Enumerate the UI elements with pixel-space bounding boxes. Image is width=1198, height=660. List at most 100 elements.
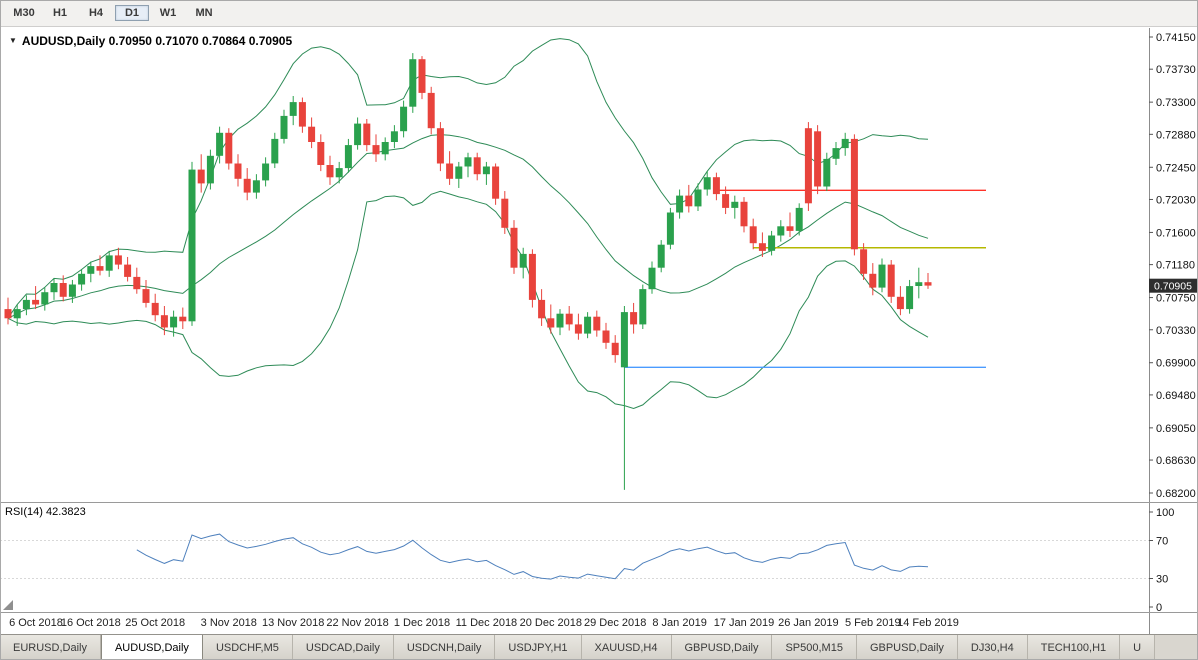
candlestick	[59, 283, 67, 297]
date-axis-label: 16 Oct 2018	[61, 617, 121, 629]
candlestick	[446, 163, 454, 179]
scroll-indicator-icon	[3, 600, 13, 610]
candlestick	[13, 309, 21, 319]
chart-tab[interactable]: EURUSD,Daily	[0, 635, 101, 660]
timeframe-button-h1[interactable]: H1	[52, 7, 68, 19]
chart-tab[interactable]: USDCNH,Daily	[393, 635, 496, 660]
candlestick	[372, 145, 380, 155]
date-axis-label: 6 Oct 2018	[9, 617, 63, 629]
chart-title: ▼ AUDUSD,Daily 0.70950 0.71070 0.70864 0…	[9, 34, 292, 48]
candlestick	[639, 289, 647, 325]
timeframe-button-m30[interactable]: M30	[13, 7, 35, 19]
date-axis-label: 17 Jan 2019	[714, 617, 775, 629]
chart-tab[interactable]: AUDUSD,Daily	[100, 635, 203, 660]
rsi-axis-label: 70	[1156, 536, 1168, 548]
candlestick	[869, 273, 877, 288]
candlestick	[4, 309, 12, 319]
rsi-line	[136, 533, 929, 580]
price-axis-label: 0.70750	[1156, 293, 1196, 305]
candlestick	[538, 299, 546, 319]
candlestick	[676, 195, 684, 213]
candlestick	[142, 289, 150, 303]
chart-tab[interactable]: XAUUSD,H4	[581, 635, 672, 660]
candlestick	[915, 282, 923, 286]
timeframe-button-w1[interactable]: W1	[159, 7, 177, 19]
price-axis-label: 0.68630	[1156, 455, 1196, 467]
price-axis-label: 0.68200	[1156, 488, 1196, 500]
chart-tab[interactable]: DJ30,H4	[957, 635, 1028, 660]
candlestick	[170, 316, 178, 328]
candlestick	[234, 163, 242, 179]
price-axis-label: 0.72030	[1156, 194, 1196, 206]
candlestick	[335, 168, 343, 178]
candlestick	[593, 316, 601, 331]
price-axis-label: 0.69900	[1156, 358, 1196, 370]
date-axis-label: 8 Jan 2019	[652, 617, 706, 629]
chart-background	[0, 28, 1198, 634]
candlestick	[731, 201, 739, 208]
candlestick	[78, 273, 86, 285]
date-axis-label: 11 Dec 2018	[456, 617, 518, 629]
bollinger-band-line	[7, 190, 929, 410]
date-axis-label: 14 Feb 2019	[897, 617, 959, 629]
candlestick	[409, 59, 417, 107]
timeframe-button-mn[interactable]: MN	[195, 7, 213, 19]
candlestick	[685, 195, 693, 207]
candlestick	[280, 115, 288, 139]
candlestick	[749, 226, 757, 244]
candlestick	[87, 266, 95, 274]
rsi-axis-label: 0	[1156, 602, 1162, 614]
candlestick	[22, 299, 30, 310]
candlestick	[179, 316, 187, 322]
candlestick	[243, 178, 251, 193]
price-axis-label: 0.69050	[1156, 423, 1196, 435]
chart-tab[interactable]: USDCAD,Daily	[292, 635, 394, 660]
candlestick	[308, 126, 316, 142]
chart-tab[interactable]: TECH100,H1	[1027, 635, 1121, 660]
candlestick	[712, 177, 720, 195]
candlestick	[768, 235, 776, 251]
chart-tab[interactable]: USDCHF,M5	[202, 635, 293, 660]
candlestick	[363, 123, 371, 146]
candlestick	[510, 227, 518, 268]
candlestick	[160, 315, 168, 328]
price-axis-label: 0.69480	[1156, 390, 1196, 402]
candlestick	[860, 249, 868, 274]
candlestick	[565, 313, 573, 325]
candlestick	[823, 158, 831, 187]
chart-tab[interactable]: GBPUSD,Daily	[671, 635, 773, 660]
candlestick	[896, 296, 904, 310]
candlestick	[289, 102, 297, 116]
candlestick	[556, 313, 564, 328]
chart-tab-bar: EURUSD,Daily AUDUSD,Daily USDCHF,M5 USDCAD,…	[0, 634, 1198, 660]
candlestick	[492, 166, 500, 199]
candlestick	[584, 316, 592, 334]
timeframe-toolbar: M30 H1 H4 D1 W1 MN	[0, 0, 1198, 27]
candlestick	[528, 253, 536, 300]
candlestick	[436, 128, 444, 164]
candlestick	[271, 138, 279, 164]
chart-tab[interactable]: GBPUSD,Daily	[856, 635, 958, 660]
candlestick	[906, 286, 914, 310]
candlestick	[722, 194, 730, 208]
rsi-axis-label: 30	[1156, 574, 1168, 586]
timeframe-button-d1[interactable]: D1	[115, 5, 149, 21]
chart-tab[interactable]: U	[1120, 635, 1156, 660]
candlestick	[694, 189, 702, 207]
candlestick	[464, 157, 472, 167]
price-axis-label: 0.72450	[1156, 162, 1196, 174]
timeframe-button-h4[interactable]: H4	[88, 7, 104, 19]
candlestick	[602, 330, 610, 343]
candlestick	[519, 253, 527, 268]
candlestick	[68, 284, 76, 297]
candlestick	[105, 255, 113, 271]
candlestick	[455, 166, 463, 179]
rsi-indicator-label: RSI(14) 42.3823	[5, 506, 86, 518]
candlestick	[758, 243, 766, 251]
price-axis-label: 0.74150	[1156, 32, 1196, 44]
candlestick	[795, 207, 803, 231]
chart-tab[interactable]: SP500,M15	[772, 635, 857, 660]
candlestick	[574, 324, 582, 334]
chart-tab[interactable]: USDJPY,H1	[495, 635, 582, 660]
